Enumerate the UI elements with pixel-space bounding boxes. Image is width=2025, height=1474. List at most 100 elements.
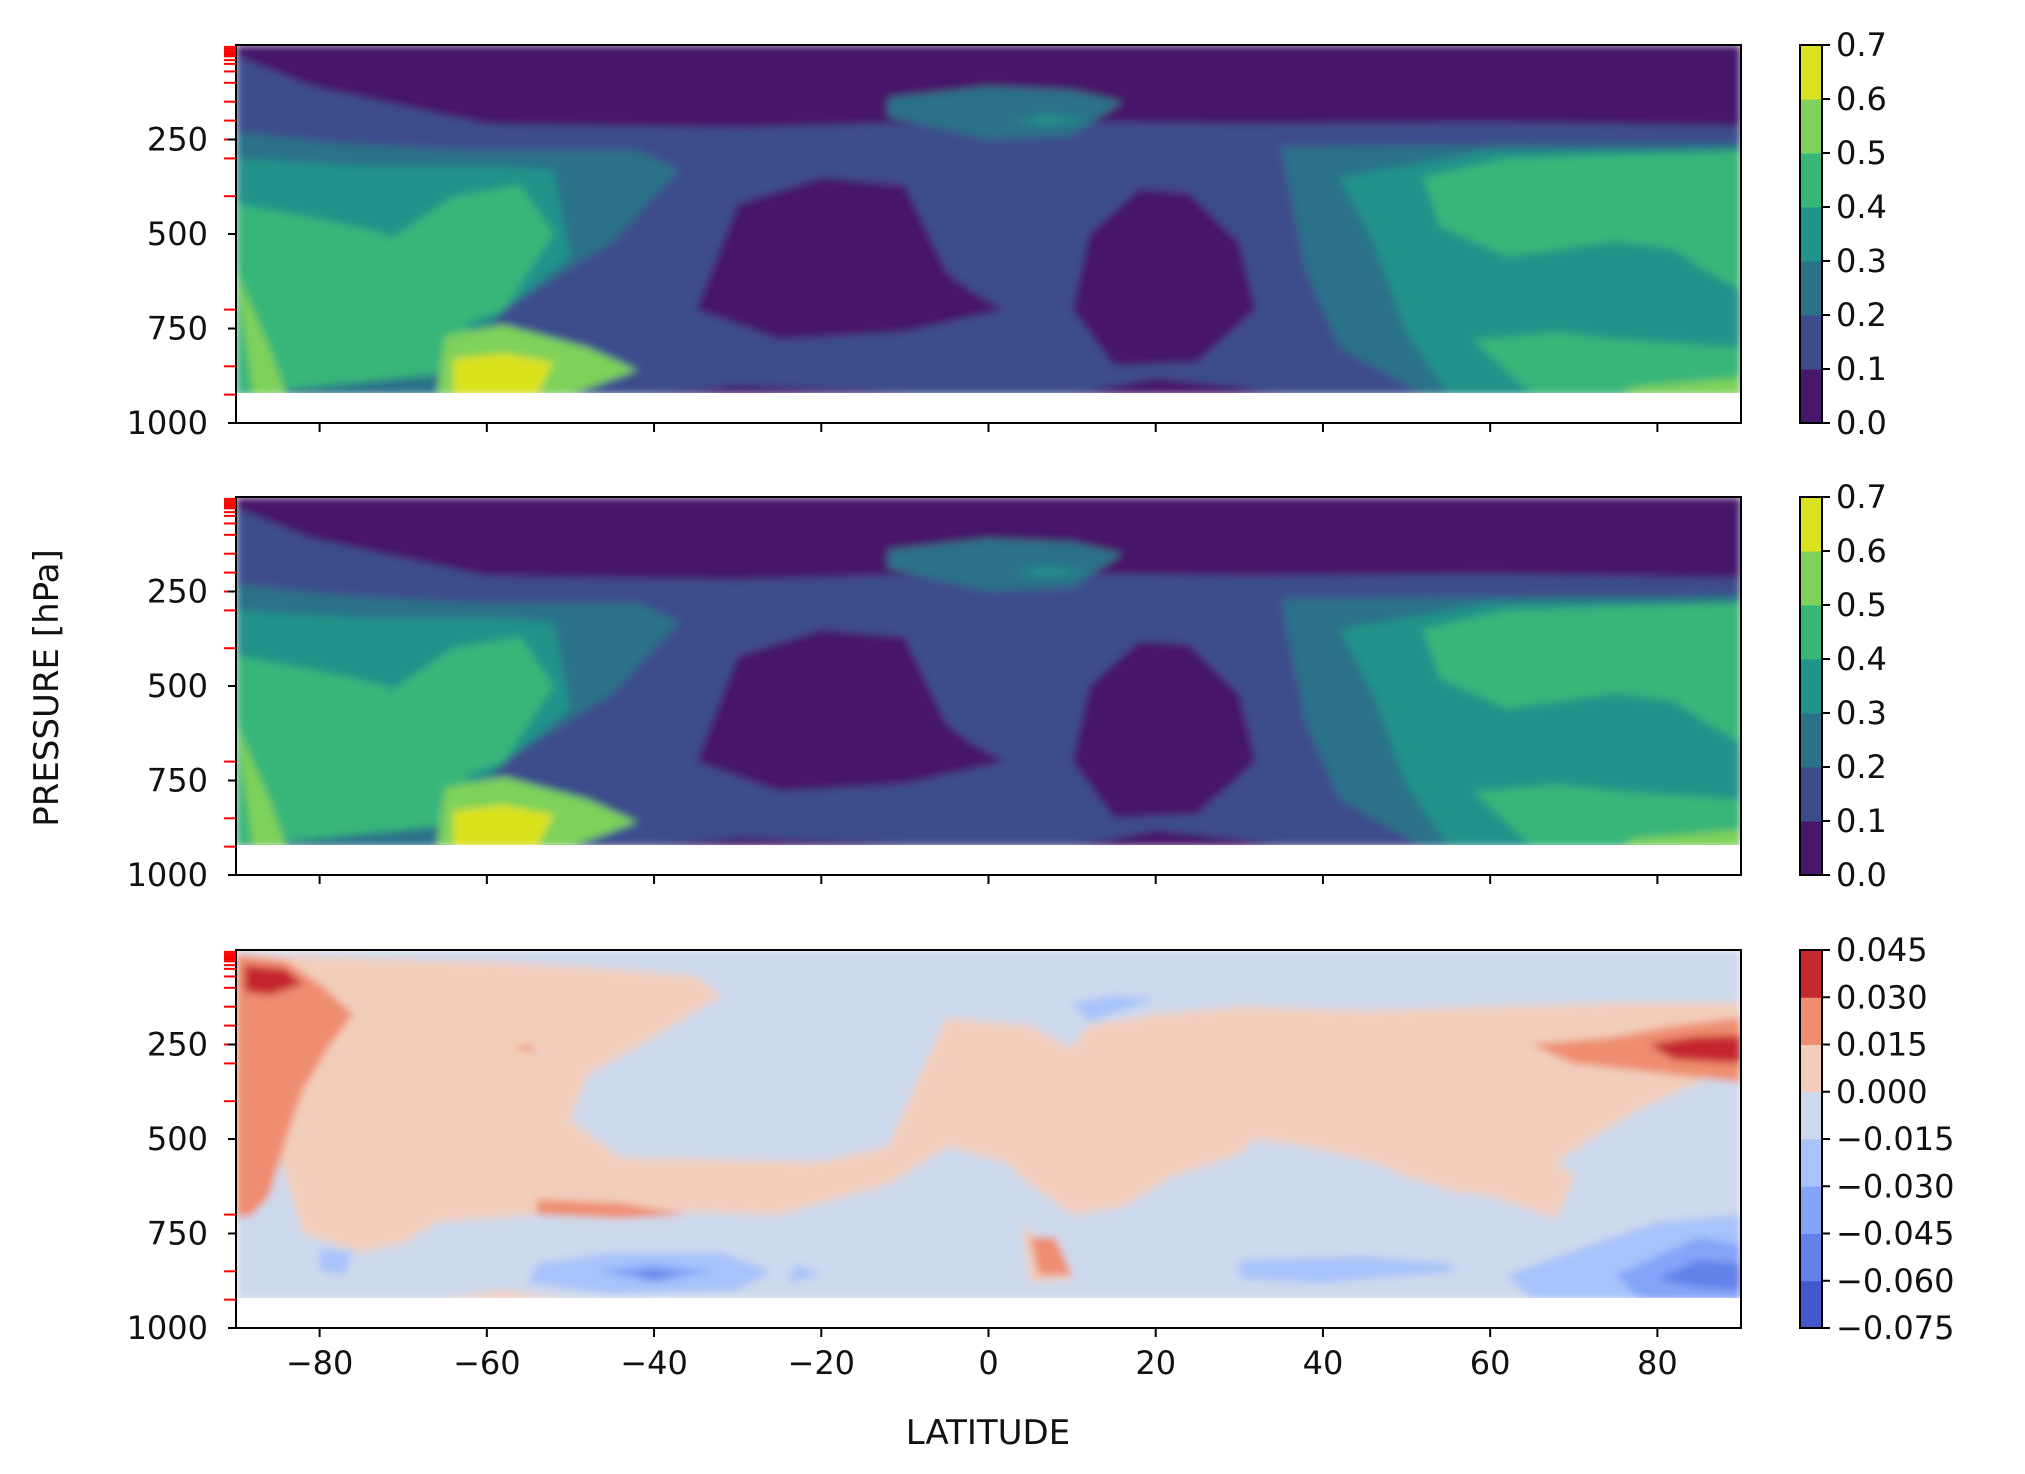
contour-region (236, 953, 1741, 1253)
contour-region (1072, 640, 1257, 819)
x-tick-label: −20 (788, 1344, 856, 1382)
panel-middle: 250 500 750 1000 0.0 0.1 0.2 0.3 0.4 0.5 0.6 0.7 (127, 478, 1887, 894)
colorbar-label: 0.7 (1836, 478, 1887, 516)
colorbar-label: 0.4 (1836, 640, 1887, 678)
colorbar-segment (1800, 997, 1822, 1045)
x-tick-label: 20 (1135, 1344, 1176, 1382)
colorbar-segment (1800, 767, 1822, 822)
x-tick-label: 60 (1470, 1344, 1511, 1382)
contour-region (1657, 1260, 1741, 1291)
colorbar-label: −0.045 (1836, 1215, 1954, 1253)
y-tick-label: 750 (147, 310, 208, 348)
y-tick-label: 750 (147, 1215, 208, 1253)
colorbar-label: 0.000 (1836, 1073, 1928, 1111)
contour-region (1649, 1035, 1741, 1064)
colorbar-segment (1800, 551, 1822, 606)
colorbar-segment (1800, 497, 1822, 552)
contour-region (1473, 784, 1741, 845)
colorbar-segment (1800, 1233, 1822, 1282)
x-tick-label: −40 (620, 1344, 688, 1382)
contour-region (236, 271, 286, 393)
colorbar-segment (1800, 45, 1822, 100)
y-tick-label: 250 (147, 1026, 208, 1064)
x-tick-label: −80 (286, 1344, 354, 1382)
level-ticks-top (224, 45, 236, 396)
y-tick-label: 500 (147, 215, 208, 253)
colorbar-segment (1800, 605, 1822, 660)
contour-region (236, 723, 286, 845)
panel-top: 250 500 750 1000 0.0 0.1 0.2 0.3 0.4 0.5 0.6 0.7 (127, 26, 1887, 442)
colorbar-label: −0.075 (1836, 1309, 1954, 1347)
colorbar-label: 0.3 (1836, 694, 1887, 732)
y-axis-label: PRESSURE [hPa] (27, 549, 67, 826)
colorbar-segment (1800, 1186, 1822, 1234)
contour-region (319, 1248, 354, 1276)
contour-region (787, 1263, 822, 1283)
contour-region (1080, 377, 1272, 393)
contour-region (888, 538, 1123, 592)
colorbar-segment (1800, 659, 1822, 714)
x-axis-bottom: −80 −60 −40 −20 0 20 40 60 80 (286, 1328, 1678, 1382)
colorbar-label: 0.5 (1836, 586, 1887, 624)
contour-region (1013, 114, 1089, 126)
colorbar-segment (1800, 99, 1822, 154)
contour-region (669, 837, 887, 845)
contour-region (244, 965, 303, 996)
colorbar-segment (1800, 153, 1822, 208)
colorbar-label: 0.015 (1836, 1026, 1928, 1064)
colorbar-label: 0.1 (1836, 350, 1887, 388)
colorbar-label: 0.0 (1836, 856, 1887, 894)
contour-region (448, 1290, 559, 1298)
contour-region (453, 805, 554, 845)
contour-region (1030, 1237, 1073, 1276)
colorbar-label: 0.6 (1836, 532, 1887, 570)
colorbar-segment (1800, 369, 1822, 424)
colorbar-frame (1799, 44, 1823, 424)
y-tick-label: 1000 (127, 404, 208, 442)
colorbar-label: 0.0 (1836, 404, 1887, 442)
y-axis-top: 250 500 750 1000 (127, 121, 236, 442)
x-axis-top (318, 423, 1659, 432)
x-tick-label: −60 (453, 1344, 521, 1382)
contour-region (386, 636, 554, 792)
level-ticks-bottom (224, 950, 236, 1301)
colorbar-label: 0.1 (1836, 802, 1887, 840)
colorbar-label: 0.7 (1836, 26, 1887, 64)
x-tick-label: 0 (978, 1344, 998, 1382)
y-tick-label: 750 (147, 762, 208, 800)
contour-region (511, 1044, 537, 1053)
colorbar-top: 0.0 0.1 0.2 0.3 0.4 0.5 0.6 0.7 (1799, 26, 1887, 442)
panel-bottom: 250 500 750 1000 −80 −60 −40 −20 0 20 40 60 80 −0.0… (127, 931, 1955, 1382)
contour-field-middle (236, 497, 1741, 845)
contour-region (1072, 188, 1257, 367)
contour-region (1013, 566, 1089, 578)
contour-region (537, 1199, 688, 1219)
contour-region (1625, 377, 1741, 393)
y-tick-label: 500 (147, 1120, 208, 1158)
contour-region (888, 86, 1123, 140)
colorbar-segment (1800, 207, 1822, 262)
contour-region (629, 1271, 680, 1279)
colorbar-segment (1800, 1091, 1822, 1140)
x-tick-label: 80 (1637, 1344, 1678, 1382)
contour-region (386, 184, 554, 340)
contour-region (1423, 150, 1741, 291)
y-tick-label: 1000 (127, 856, 208, 894)
y-tick-label: 1000 (127, 1309, 208, 1347)
colorbar-segment (1800, 315, 1822, 370)
level-ticks-middle (224, 497, 236, 848)
contour-region (695, 629, 1006, 792)
contour-region (1473, 332, 1741, 393)
y-tick-label: 250 (147, 573, 208, 611)
colorbar-label: 0.6 (1836, 80, 1887, 118)
colorbar-middle: 0.0 0.1 0.2 0.3 0.4 0.5 0.6 0.7 (1799, 478, 1887, 894)
colorbar-label: −0.015 (1836, 1120, 1954, 1158)
colorbar-label: −0.030 (1836, 1167, 1954, 1205)
colorbar-segment (1800, 821, 1822, 876)
contour-region (453, 353, 554, 393)
contour-field-bottom (236, 950, 1741, 1298)
contour-region (1625, 829, 1741, 845)
x-axis-middle (318, 875, 1659, 884)
colorbar-label: 0.030 (1836, 978, 1928, 1016)
